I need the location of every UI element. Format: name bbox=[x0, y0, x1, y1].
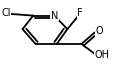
Text: OH: OH bbox=[94, 50, 109, 60]
Text: F: F bbox=[78, 9, 83, 18]
Text: O: O bbox=[95, 26, 103, 36]
Text: N: N bbox=[51, 11, 58, 21]
Text: Cl: Cl bbox=[1, 9, 11, 18]
